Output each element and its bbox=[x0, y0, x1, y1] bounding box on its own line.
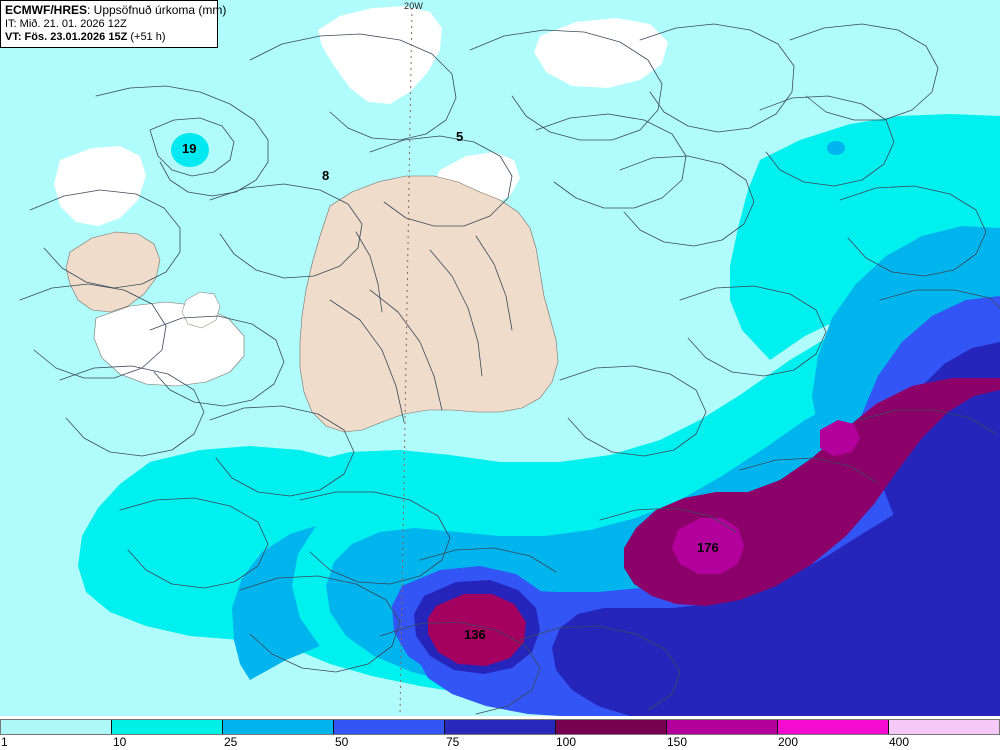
iceland-westfjords bbox=[65, 231, 161, 313]
colorbar-swatches[interactable] bbox=[0, 719, 1000, 735]
init-time-line: IT: Mið. 21. 01. 2026 12Z bbox=[5, 18, 127, 31]
valid-time-value: VT: Fös. 23.01.2026 15Z bbox=[5, 31, 128, 44]
colorbar-tick-10: 10 bbox=[113, 735, 127, 749]
colorbar-legend: 1 10 25 50 75 100 150 200 400 bbox=[0, 716, 1000, 750]
colorbar-swatch-7 bbox=[667, 720, 778, 734]
colorbar-swatch-8 bbox=[778, 720, 889, 734]
iceland-landmass bbox=[299, 175, 559, 433]
glacier-vatnajokull bbox=[181, 291, 221, 329]
precip-band-100-150-southcore bbox=[428, 594, 526, 666]
colorbar-swatch-6 bbox=[556, 720, 667, 734]
valid-time-line: VT: Fös. 23.01.2026 15Z (+51 h) bbox=[5, 31, 213, 44]
precip-band-150-200 bbox=[672, 518, 744, 574]
lead-time-value: (+51 h) bbox=[127, 31, 166, 44]
value-label-8: 8 bbox=[322, 168, 330, 183]
forecast-info-box: ECMWF/HRES: Uppsöfnuð úrkoma (mm) IT: Mi… bbox=[0, 0, 226, 49]
precip-band-150-200-ne bbox=[820, 420, 860, 456]
colorbar-swatch-2 bbox=[112, 720, 223, 734]
parameter-name: : Uppsöfnuð úrkoma (mm) bbox=[87, 3, 227, 17]
colorbar-tick-100: 100 bbox=[556, 735, 577, 749]
colorbar-tick-25: 25 bbox=[224, 735, 238, 749]
colorbar-swatch-4 bbox=[334, 720, 445, 734]
glacier-ne-patch bbox=[534, 18, 668, 88]
colorbar-tick-labels: 1 10 25 50 75 100 150 200 400 bbox=[0, 736, 1000, 750]
colorbar-tick-400: 400 bbox=[889, 735, 910, 749]
local-max-blob-ne bbox=[827, 141, 845, 155]
value-label-19: 19 bbox=[182, 141, 197, 156]
precipitation-map[interactable]: 20W 19 8 5 136 176 bbox=[0, 0, 1000, 716]
model-name: ECMWF/HRES bbox=[5, 3, 87, 17]
coastline-outlines bbox=[19, 23, 1000, 715]
glacier-north bbox=[318, 6, 442, 104]
colorbar-tick-1: 1 bbox=[1, 735, 8, 749]
colorbar-tick-150: 150 bbox=[667, 735, 688, 749]
precip-band-75-100 bbox=[552, 492, 1000, 716]
colorbar-swatch-9 bbox=[889, 720, 999, 734]
value-label-176: 176 bbox=[697, 540, 719, 555]
glacier-nw-band bbox=[54, 146, 146, 226]
colorbar-tick-50: 50 bbox=[335, 735, 349, 749]
colorbar-tick-75: 75 bbox=[446, 735, 460, 749]
colorbar-swatch-1 bbox=[1, 720, 112, 734]
local-max-blob-19 bbox=[171, 133, 209, 167]
colorbar-swatch-3 bbox=[223, 720, 334, 734]
colorbar-tick-200: 200 bbox=[778, 735, 799, 749]
colorbar-swatch-5 bbox=[445, 720, 556, 734]
precip-band-25-50-sw bbox=[232, 526, 320, 680]
meridian-label: 20W bbox=[404, 1, 424, 11]
meridian-20w-line bbox=[399, 7, 413, 716]
value-label-5: 5 bbox=[456, 129, 464, 144]
value-label-136: 136 bbox=[464, 627, 486, 642]
model-title-line: ECMWF/HRES: Uppsöfnuð úrkoma (mm) bbox=[5, 3, 226, 17]
map-canvas bbox=[19, 6, 1000, 716]
